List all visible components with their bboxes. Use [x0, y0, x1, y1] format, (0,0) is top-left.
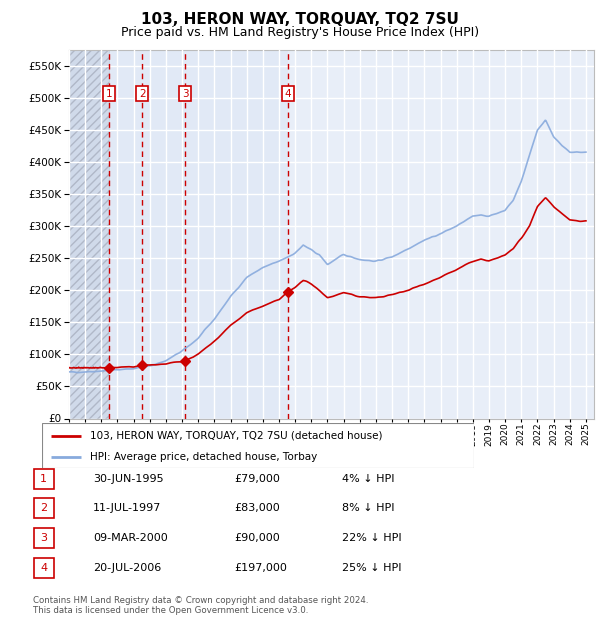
Text: 103, HERON WAY, TORQUAY, TQ2 7SU: 103, HERON WAY, TORQUAY, TQ2 7SU — [141, 12, 459, 27]
Text: 2: 2 — [139, 89, 146, 99]
Text: 3: 3 — [182, 89, 188, 99]
FancyBboxPatch shape — [34, 558, 53, 578]
Text: 09-MAR-2000: 09-MAR-2000 — [93, 533, 168, 543]
FancyBboxPatch shape — [34, 498, 53, 518]
FancyBboxPatch shape — [34, 528, 53, 548]
Text: 103, HERON WAY, TORQUAY, TQ2 7SU (detached house): 103, HERON WAY, TORQUAY, TQ2 7SU (detach… — [89, 431, 382, 441]
Text: 22% ↓ HPI: 22% ↓ HPI — [342, 533, 401, 543]
Text: 25% ↓ HPI: 25% ↓ HPI — [342, 563, 401, 573]
Text: £197,000: £197,000 — [234, 563, 287, 573]
Text: £83,000: £83,000 — [234, 503, 280, 513]
Text: Price paid vs. HM Land Registry's House Price Index (HPI): Price paid vs. HM Land Registry's House … — [121, 26, 479, 39]
FancyBboxPatch shape — [42, 423, 474, 468]
Text: £90,000: £90,000 — [234, 533, 280, 543]
Text: 1: 1 — [106, 89, 113, 99]
Text: 3: 3 — [40, 533, 47, 543]
Text: 4: 4 — [284, 89, 291, 99]
Text: 4: 4 — [40, 563, 47, 573]
Text: 20-JUL-2006: 20-JUL-2006 — [93, 563, 161, 573]
Text: Contains HM Land Registry data © Crown copyright and database right 2024.
This d: Contains HM Land Registry data © Crown c… — [33, 596, 368, 615]
Text: HPI: Average price, detached house, Torbay: HPI: Average price, detached house, Torb… — [89, 452, 317, 462]
Text: 11-JUL-1997: 11-JUL-1997 — [93, 503, 161, 513]
Text: 30-JUN-1995: 30-JUN-1995 — [93, 474, 164, 484]
Text: 1: 1 — [40, 474, 47, 484]
Text: £79,000: £79,000 — [234, 474, 280, 484]
FancyBboxPatch shape — [34, 469, 53, 489]
Bar — [69, 50, 109, 419]
Text: 4% ↓ HPI: 4% ↓ HPI — [342, 474, 395, 484]
Text: 2: 2 — [40, 503, 47, 513]
Bar — [109, 50, 288, 419]
Text: 8% ↓ HPI: 8% ↓ HPI — [342, 503, 395, 513]
